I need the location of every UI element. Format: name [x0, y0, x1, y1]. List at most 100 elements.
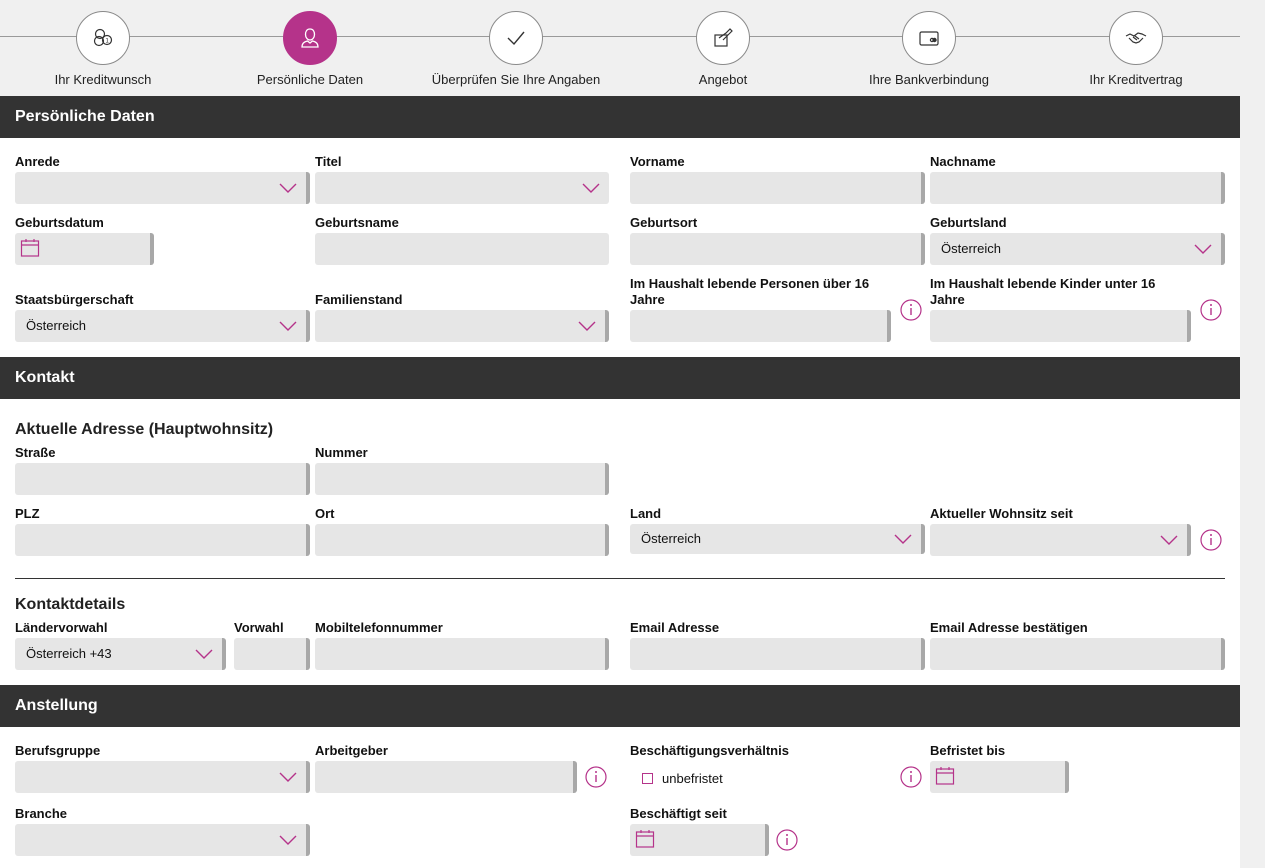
- arbeitgeber-input[interactable]: [315, 761, 577, 793]
- nummer-label: Nummer: [315, 445, 368, 460]
- page-margin: [1240, 0, 1265, 868]
- person-icon: [301, 28, 319, 48]
- step-kreditvertrag[interactable]: Ihr Kreditvertrag: [1036, 11, 1236, 87]
- email-label: Email Adresse: [630, 620, 720, 635]
- info-icon[interactable]: [585, 766, 607, 788]
- personen-label: Im Haushalt lebende Personen über 16 Jah…: [630, 276, 900, 308]
- familienstand-select[interactable]: [315, 310, 609, 342]
- section-divider: [15, 578, 1225, 579]
- step-bankverbindung[interactable]: Ihre Bankverbindung: [829, 11, 1029, 87]
- anrede-select[interactable]: [15, 172, 310, 204]
- email-input[interactable]: [630, 638, 925, 670]
- offer-hand-icon: [714, 28, 733, 47]
- mobil-input[interactable]: [315, 638, 609, 670]
- ort-input[interactable]: [315, 524, 609, 556]
- land-value: Österreich: [641, 531, 701, 546]
- geburtsland-label: Geburtsland: [930, 215, 1007, 230]
- kinder-label: Im Haushalt lebende Kinder unter 16 Jahr…: [930, 276, 1200, 308]
- email-confirm-input[interactable]: [930, 638, 1225, 670]
- step-circle: [489, 11, 543, 65]
- unbefristet-label: unbefristet: [662, 771, 723, 786]
- info-icon[interactable]: [900, 299, 922, 321]
- nachname-input[interactable]: [930, 172, 1225, 204]
- nummer-input[interactable]: [315, 463, 609, 495]
- beschaeftigt-seit-input[interactable]: [630, 824, 769, 856]
- unbefristet-checkbox[interactable]: [642, 773, 653, 784]
- plz-label: PLZ: [15, 506, 40, 521]
- chevron-down-icon: [279, 835, 297, 845]
- info-icon[interactable]: [900, 766, 922, 788]
- wohnsitz-seit-select[interactable]: [930, 524, 1191, 556]
- geburtsname-input[interactable]: [315, 233, 609, 265]
- chevron-down-icon: [279, 183, 297, 193]
- info-icon[interactable]: [776, 829, 798, 851]
- step-label: Ihr Kreditwunsch: [54, 72, 152, 87]
- section-header-employment: Anstellung: [0, 685, 1240, 727]
- calendar-icon[interactable]: [935, 766, 955, 786]
- kinder-label-line2: Jahre: [930, 292, 965, 307]
- kinder-input[interactable]: [930, 310, 1191, 342]
- vorwahl-input[interactable]: [234, 638, 310, 670]
- verhaeltnis-label: Beschäftigungsverhältnis: [630, 743, 789, 758]
- strasse-label: Straße: [15, 445, 56, 460]
- section-header-personal: Persönliche Daten: [0, 96, 1240, 138]
- step-kreditwunsch[interactable]: 1 Ihr Kreditwunsch: [3, 11, 203, 87]
- anrede-label: Anrede: [15, 154, 60, 169]
- plz-input[interactable]: [15, 524, 310, 556]
- step-label: Persönliche Daten: [256, 72, 364, 87]
- geburtsland-select[interactable]: Österreich: [930, 233, 1225, 265]
- befristet-bis-input[interactable]: [930, 761, 1069, 793]
- contact-details-subtitle: Kontaktdetails: [15, 596, 126, 613]
- staatsbuergerschaft-select[interactable]: Österreich: [15, 310, 310, 342]
- progress-stepper: 1 Ihr Kreditwunsch Persönliche Daten Übe…: [0, 0, 1240, 96]
- land-select[interactable]: Österreich: [630, 524, 925, 554]
- chevron-down-icon: [894, 534, 912, 544]
- geburtsort-label: Geburtsort: [630, 215, 698, 230]
- svg-text:1: 1: [105, 38, 109, 45]
- email-confirm-label: Email Adresse bestätigen: [930, 620, 1088, 635]
- titel-select[interactable]: [315, 172, 609, 204]
- bank-card-icon: [919, 31, 939, 46]
- checkmark-icon: [507, 31, 525, 46]
- step-circle: [283, 11, 337, 65]
- step-circle: [696, 11, 750, 65]
- strasse-input[interactable]: [15, 463, 310, 495]
- geburtsdatum-label: Geburtsdatum: [15, 215, 104, 230]
- calendar-icon[interactable]: [20, 238, 40, 258]
- step-ueberpruefen[interactable]: Überprüfen Sie Ihre Angaben: [416, 11, 616, 87]
- branche-select[interactable]: [15, 824, 310, 856]
- address-subtitle: Aktuelle Adresse (Hauptwohnsitz): [15, 421, 274, 438]
- wohnsitz-seit-label: Aktueller Wohnsitz seit: [930, 506, 1073, 521]
- personen-label-line1: Im Haushalt lebende Personen über 16: [630, 276, 870, 291]
- nachname-label: Nachname: [930, 154, 996, 169]
- arbeitgeber-label: Arbeitgeber: [315, 743, 388, 758]
- berufsgruppe-select[interactable]: [15, 761, 310, 793]
- chevron-down-icon: [582, 183, 600, 193]
- personen-label-line2: Jahre: [630, 292, 665, 307]
- vorname-label: Vorname: [630, 154, 685, 169]
- vorname-input[interactable]: [630, 172, 925, 204]
- befristet-bis-label: Befristet bis: [930, 743, 1006, 758]
- step-label: Ihr Kreditvertrag: [1089, 72, 1183, 87]
- step-label: Angebot: [698, 72, 748, 87]
- titel-label: Titel: [315, 154, 342, 169]
- laendervorwahl-value: Österreich +43: [26, 646, 112, 661]
- mobil-label: Mobiltelefonnummer: [315, 620, 443, 635]
- step-circle: [902, 11, 956, 65]
- info-icon[interactable]: [1200, 529, 1222, 551]
- personen-input[interactable]: [630, 310, 891, 342]
- staatsbuergerschaft-label: Staatsbürgerschaft: [15, 292, 134, 307]
- chevron-down-icon: [1194, 244, 1212, 254]
- geburtsort-input[interactable]: [630, 233, 925, 265]
- geburtsdatum-input[interactable]: [15, 233, 154, 265]
- geburtsland-value: Österreich: [941, 241, 1001, 256]
- chevron-down-icon: [279, 321, 297, 331]
- stepper-line: [0, 36, 1240, 37]
- laendervorwahl-select[interactable]: Österreich +43: [15, 638, 226, 670]
- vorwahl-label: Vorwahl: [234, 620, 284, 635]
- step-persoenliche-daten[interactable]: Persönliche Daten: [210, 11, 410, 87]
- calendar-icon[interactable]: [635, 829, 655, 849]
- info-icon[interactable]: [1200, 299, 1222, 321]
- step-angebot[interactable]: Angebot: [623, 11, 823, 87]
